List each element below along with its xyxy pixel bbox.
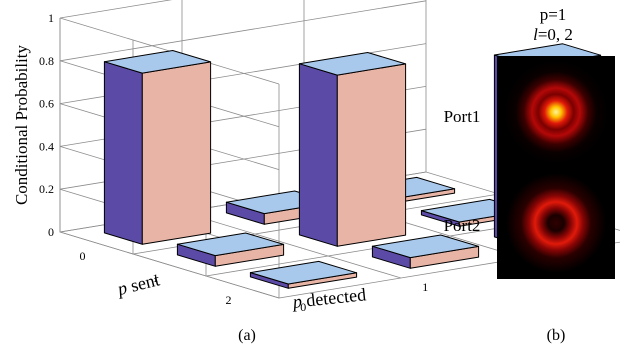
p-sent-tick-label: 2 — [226, 293, 232, 307]
bar-side-face — [103, 61, 143, 245]
z-tick-label: 0.4 — [39, 139, 54, 153]
bar-top-face — [103, 50, 212, 74]
z-tick-label: 0.8 — [39, 54, 54, 68]
p-sent-tick-label: 1 — [153, 271, 159, 285]
bar-top-face — [176, 232, 285, 257]
p-detected-tick-label: 0 — [300, 300, 306, 314]
panel-b-beam-images: p=1 l=0, 2 Port1 Port2 (b) — [444, 5, 615, 344]
bar-sent-0-detected-0 — [103, 50, 212, 245]
bar-top-face — [249, 260, 358, 285]
z-tick-label: 0 — [48, 225, 54, 239]
p-detected-tick-label: 1 — [422, 280, 428, 294]
z-tick-label: 1 — [48, 11, 54, 25]
bar-sent-2-detected-0 — [249, 260, 358, 289]
bar-sent-2-detected-1 — [371, 234, 480, 269]
port2-label: Port2 — [444, 216, 481, 235]
port1-label: Port1 — [444, 107, 481, 126]
z-tick-label: 0.6 — [39, 97, 54, 111]
p-sent-tick-label: 0 — [80, 249, 86, 263]
bar-top-face — [371, 234, 480, 259]
z-tick-label: 0.2 — [39, 182, 54, 196]
z-axis-label: Conditional Probability — [12, 44, 31, 205]
p-sent-axis-ticks: 0 1 2 — [80, 249, 232, 307]
bar-front-face — [141, 61, 212, 245]
panel-b-title-line1: p=1 — [540, 5, 567, 24]
x-axis-label: p sent — [114, 269, 162, 299]
panel-b-title-line2: l=0, 2 — [533, 25, 573, 44]
bar-top-face — [298, 52, 407, 76]
bar-sent-1-detected-0 — [176, 232, 285, 267]
caption-a: (a) — [238, 327, 256, 344]
y-axis-label: p detected — [290, 284, 367, 312]
z-axis-ticks: 0 0.2 0.4 0.6 0.8 1 — [39, 11, 54, 239]
bar-sent-1-detected-1 — [298, 52, 407, 247]
bar-front-face — [336, 63, 407, 247]
port2-beam-profile — [506, 173, 606, 273]
port1-beam-profile — [504, 60, 608, 164]
bar-side-face — [298, 63, 338, 247]
caption-b: (b) — [547, 327, 566, 344]
